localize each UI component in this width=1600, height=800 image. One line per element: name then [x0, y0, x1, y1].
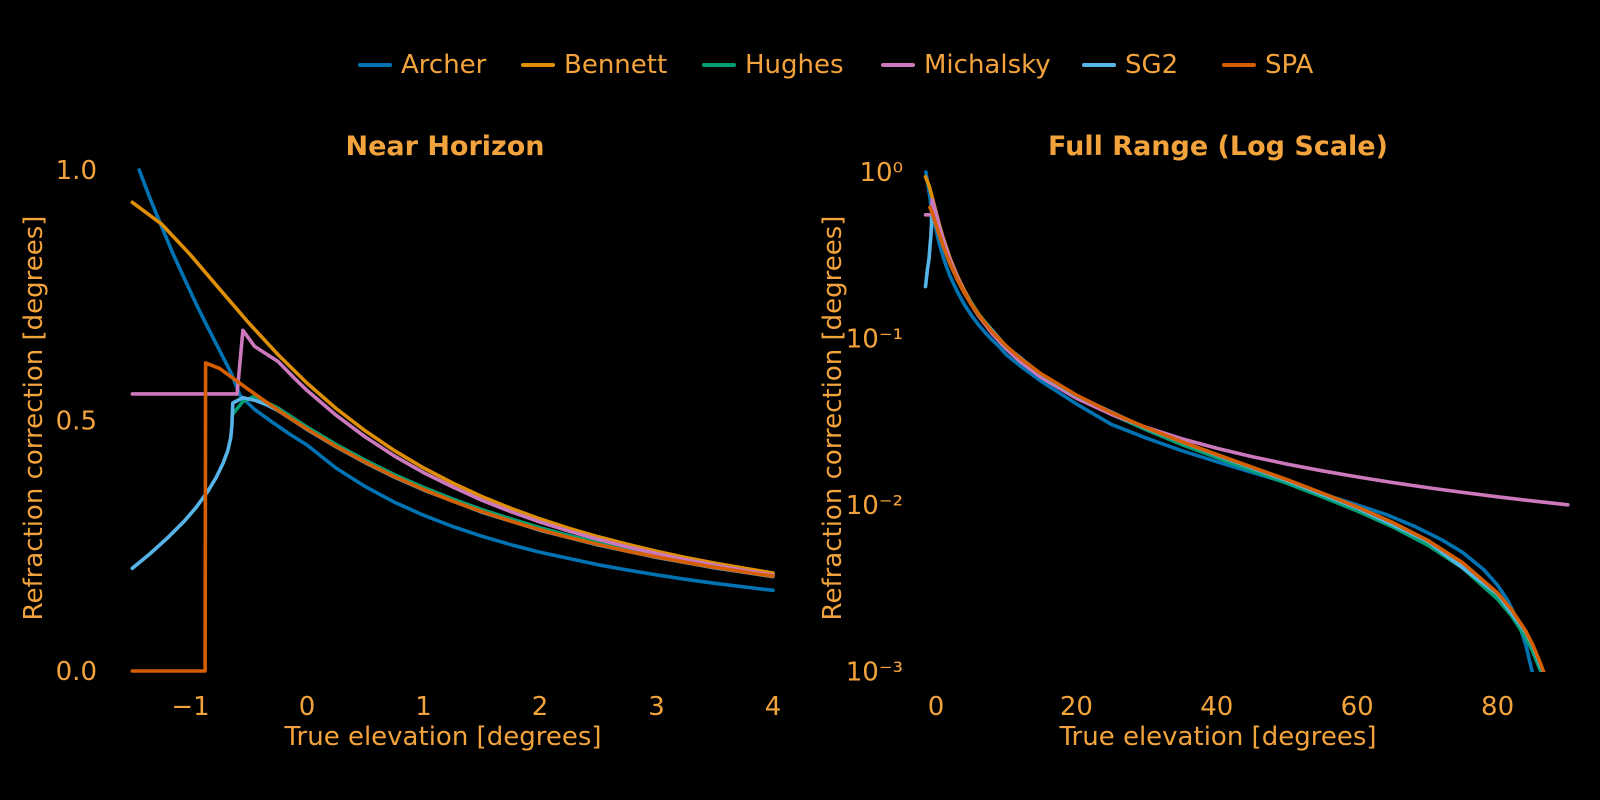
x-tick-label: 3	[648, 692, 665, 722]
legend-line-swatch-sg2	[1082, 63, 1116, 67]
legend-item-hughes[interactable]: Hughes	[702, 50, 844, 80]
legend-label: Bennett	[564, 50, 668, 80]
x-tick-label: 0	[928, 692, 945, 722]
left-y-axis-label: Refraction correction [degrees]	[19, 215, 49, 621]
series-line-sg2	[923, 214, 1546, 672]
legend-item-sg2[interactable]: SG2	[1082, 50, 1179, 80]
series-line-bennett	[130, 200, 775, 575]
y-tick-label: 10⁻²	[846, 491, 903, 521]
series-line-hughes	[929, 218, 1544, 672]
x-tick-label: 2	[532, 692, 549, 722]
right-plot-title: Full Range (Log Scale)	[1048, 131, 1388, 162]
series-line-archer	[924, 170, 1535, 672]
series-line-bennett	[923, 175, 1546, 672]
legend-line-swatch-archer	[358, 63, 392, 67]
left-x-axis-label: True elevation [degrees]	[284, 722, 602, 752]
x-tick-label: 1	[415, 692, 432, 722]
x-tick-label: 80	[1481, 692, 1514, 722]
series-line-michalsky	[923, 198, 1570, 507]
y-tick-label: 10⁻¹	[846, 325, 903, 355]
series-lines	[923, 170, 1570, 672]
series-lines	[130, 168, 775, 673]
y-tick-label: 0.5	[56, 407, 97, 437]
y-tick-label: 10⁻³	[846, 658, 903, 688]
legend-line-swatch-bennett	[521, 63, 555, 67]
x-tick-label: −1	[171, 692, 209, 722]
series-line-hughes	[230, 394, 775, 578]
series-line-spa	[130, 361, 775, 673]
right-y-axis-label: Refraction correction [degrees]	[818, 215, 848, 621]
legend-label: SG2	[1125, 50, 1179, 80]
legend-item-spa[interactable]: SPA	[1222, 50, 1314, 80]
legend-line-swatch-spa	[1222, 63, 1256, 67]
legend-label: Hughes	[745, 50, 844, 80]
legend-item-michalsky[interactable]: Michalsky	[881, 50, 1051, 80]
legend-item-archer[interactable]: Archer	[358, 50, 487, 80]
left-plot-title: Near Horizon	[345, 131, 545, 162]
x-tick-label: 40	[1200, 692, 1233, 722]
y-tick-label: 1.0	[56, 156, 97, 186]
y-tick-label: 0.0	[56, 657, 97, 687]
legend-item-bennett[interactable]: Bennett	[521, 50, 668, 80]
x-tick-label: 4	[765, 692, 782, 722]
legend-line-swatch-michalsky	[881, 63, 915, 67]
x-tick-label: 20	[1060, 692, 1093, 722]
series-line-spa	[928, 205, 1546, 672]
x-tick-label: 0	[299, 692, 316, 722]
legend-label: Archer	[401, 50, 487, 80]
series-line-archer	[137, 168, 775, 593]
series-line-michalsky	[130, 328, 775, 577]
right-x-axis-label: True elevation [degrees]	[1059, 722, 1377, 752]
legend-label: Michalsky	[924, 50, 1051, 80]
y-tick-label: 10⁰	[859, 158, 903, 188]
x-tick-label: 60	[1341, 692, 1374, 722]
legend-label: SPA	[1265, 50, 1314, 80]
plot-full-range: 10⁰ 10⁻¹ 10⁻² 10⁻³ 0 20 40 60 80	[846, 158, 1570, 722]
legend-line-swatch-hughes	[702, 63, 736, 67]
plot-near-horizon: 0.0 0.5 1.0 −1 0 1 2 3 4	[56, 156, 782, 722]
